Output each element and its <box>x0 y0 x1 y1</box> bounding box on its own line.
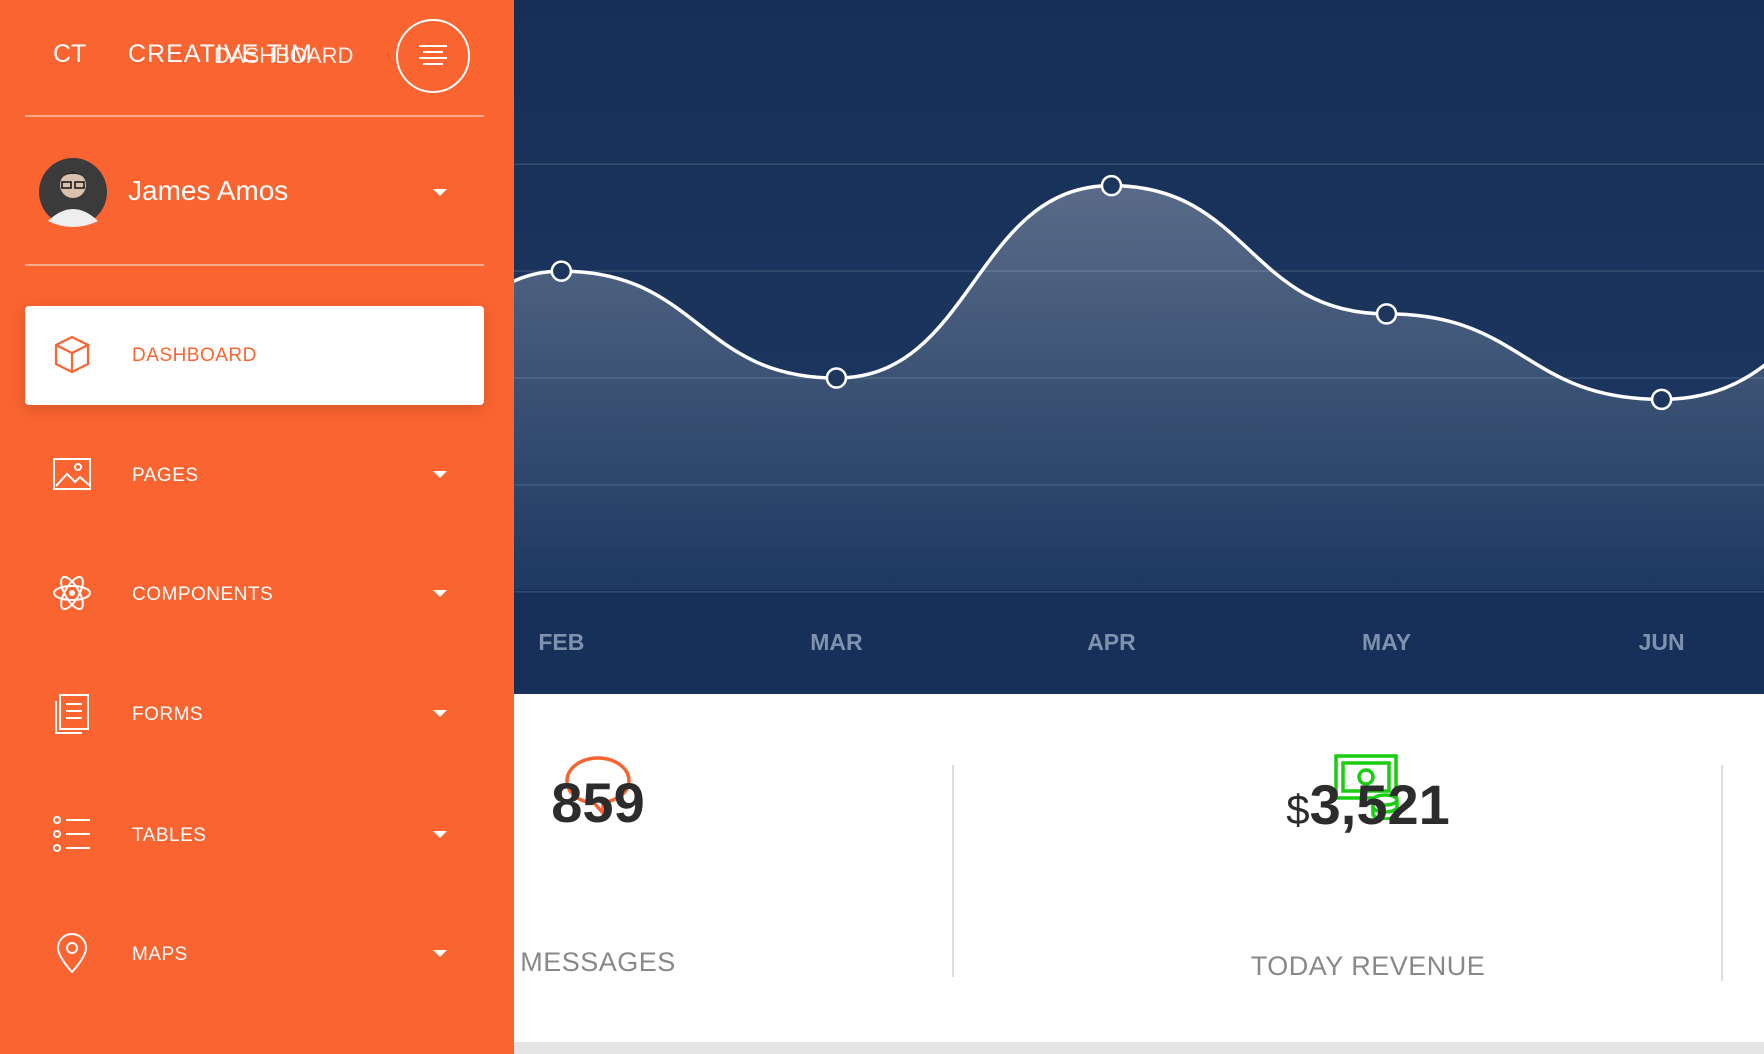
menu-item[interactable]: FORMS <box>25 665 484 764</box>
menu-label: DASHBOARD <box>132 344 257 366</box>
point <box>1375 303 1398 325</box>
stat-prefix: $ <box>1286 786 1310 833</box>
sidebar: CT CREATIVE TIM DASHBOARD James Amos DAS… <box>0 0 514 1054</box>
stat-label: TODAY REVENUE <box>1250 951 1486 981</box>
x-tick-label: MAR <box>810 629 863 655</box>
stat-value: 859 <box>398 770 798 835</box>
menu-icon <box>53 458 91 490</box>
caret <box>433 189 447 196</box>
menu-icon <box>54 335 90 374</box>
menu-item[interactable]: PAGES <box>25 426 484 525</box>
stat-value: $3,521 <box>1168 772 1568 837</box>
caret <box>433 590 447 597</box>
caret <box>433 831 447 838</box>
stat-icon <box>1334 754 1399 820</box>
menu-icon <box>56 933 88 974</box>
point <box>1100 174 1123 197</box>
page-title: DASHBOARD <box>214 43 354 68</box>
menu-label: TABLES <box>132 824 207 846</box>
menu-icon <box>53 576 91 610</box>
menu-label: COMPONENTS <box>132 583 274 605</box>
stat-icon <box>565 756 631 818</box>
divider <box>952 765 954 977</box>
menu-item[interactable]: MAPS <box>25 905 484 1004</box>
caret <box>433 950 447 957</box>
stat-number: 3,521 <box>1309 773 1450 836</box>
stats-panel: 859 MESSAGES $3,521 TODAY REVENUE <box>514 694 1764 1042</box>
caret <box>433 471 447 478</box>
menu-label: PAGES <box>132 464 199 486</box>
menu-item[interactable]: COMPONENTS <box>25 545 484 644</box>
user-name[interactable]: James Amos <box>128 175 289 206</box>
menu-item[interactable]: TABLES <box>25 786 484 885</box>
point <box>550 260 573 282</box>
area <box>286 185 1764 592</box>
menu-toggle[interactable] <box>395 18 471 94</box>
separator <box>25 264 484 266</box>
point <box>1650 388 1673 411</box>
divider <box>1721 765 1723 981</box>
menu-label: FORMS <box>132 703 204 725</box>
stat-number: 859 <box>551 771 645 834</box>
menu-icon <box>53 816 90 852</box>
logo-mini[interactable]: CT <box>53 40 87 68</box>
x-tick-label: JUN <box>1639 629 1685 655</box>
x-tick-label: FEB <box>538 629 584 655</box>
stat-label: MESSAGES <box>520 947 676 977</box>
menu-label: MAPS <box>132 943 188 965</box>
menu-item[interactable]: DASHBOARD <box>25 306 484 405</box>
point <box>825 367 848 389</box>
x-tick-label: MAY <box>1362 629 1411 655</box>
x-tick-label: APR <box>1087 629 1136 655</box>
menu-icon <box>55 694 89 734</box>
avatar[interactable] <box>36 155 110 229</box>
logo-text[interactable]: CREATIVE TIM <box>128 40 313 68</box>
separator <box>25 115 484 117</box>
caret <box>433 710 447 717</box>
